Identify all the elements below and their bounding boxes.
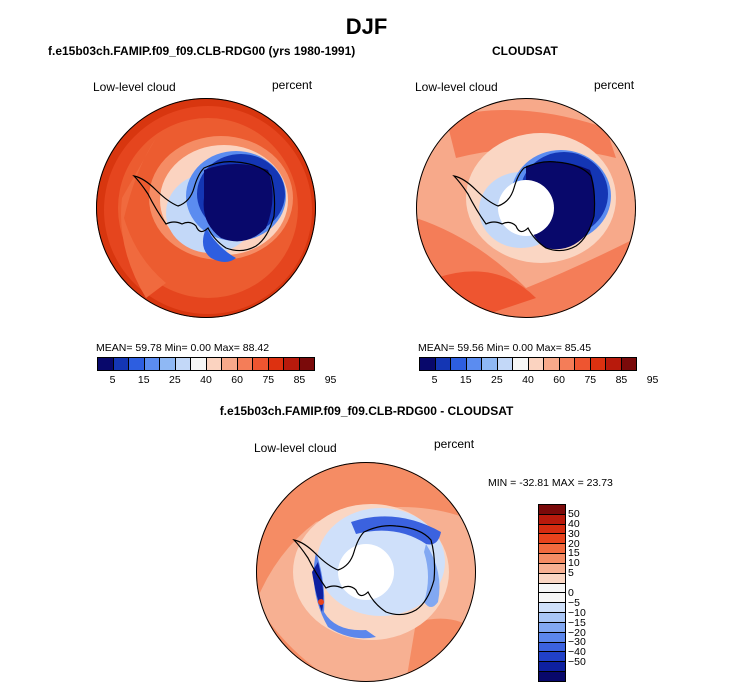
colorbar-tick-label: 25 bbox=[169, 374, 181, 386]
colorbar-model-ticks: 5 15 25 40 60 75 85 95 bbox=[97, 374, 337, 388]
panel-cloudsat-right-label: percent bbox=[594, 78, 635, 92]
colorbar-tick-label: 5 bbox=[109, 374, 116, 386]
colorbar-swatch bbox=[590, 358, 606, 370]
colorbar-swatch bbox=[482, 358, 498, 370]
colorbar-swatch bbox=[621, 358, 636, 370]
colorbar-swatch bbox=[237, 358, 253, 370]
colorbar-swatch bbox=[284, 358, 300, 370]
colorbar-tick-label: 40 bbox=[568, 517, 580, 530]
colorbar-swatch bbox=[539, 672, 565, 681]
colorbar-tick-label: 10 bbox=[568, 557, 580, 570]
colorbar-swatch bbox=[559, 358, 575, 370]
colorbar-swatch bbox=[539, 632, 565, 643]
colorbar-cloudsat bbox=[419, 357, 637, 371]
colorbar-swatch bbox=[544, 358, 560, 370]
colorbar-difference-ticks: 50 40 30 20 15 10 5 0 −5 −10 −15 −20 −30 −40 −50 bbox=[568, 504, 608, 682]
panel-cloudsat-title: CLOUDSAT bbox=[492, 44, 558, 58]
colorbar-tick-label: 5 bbox=[431, 374, 438, 386]
colorbar-tick-label: 15 bbox=[568, 547, 580, 560]
colorbar-tick-label: −5 bbox=[568, 596, 580, 609]
colorbar-tick-label: −20 bbox=[568, 626, 586, 639]
colorbar-swatch bbox=[253, 358, 269, 370]
colorbar-swatch bbox=[144, 358, 160, 370]
colorbar-tick-label: 30 bbox=[568, 527, 580, 540]
colorbar-swatch bbox=[539, 534, 565, 545]
colorbar-swatch bbox=[539, 573, 565, 584]
colorbar-swatch bbox=[299, 358, 314, 370]
colorbar-tick-label: 60 bbox=[231, 374, 243, 386]
panel-model-left-label: Low-level cloud bbox=[93, 80, 176, 94]
colorbar-swatch bbox=[575, 358, 591, 370]
polar-map-model bbox=[96, 98, 316, 318]
colorbar-swatch bbox=[175, 358, 191, 370]
panel-diff-left-label: Low-level cloud bbox=[254, 441, 337, 455]
colorbar-swatch bbox=[539, 563, 565, 574]
colorbar-tick-label: 5 bbox=[568, 567, 574, 580]
polar-map-difference bbox=[256, 462, 476, 682]
colorbar-swatch bbox=[268, 358, 284, 370]
colorbar-tick-label: −50 bbox=[568, 656, 586, 669]
colorbar-cloudsat-ticks: 5 15 25 40 60 75 85 95 bbox=[419, 374, 659, 388]
colorbar-tick-label: 95 bbox=[646, 374, 659, 386]
colorbar-model bbox=[97, 357, 315, 371]
colorbar-swatch bbox=[528, 358, 544, 370]
colorbar-tick-label: 95 bbox=[324, 374, 337, 386]
colorbar-tick-label: −30 bbox=[568, 636, 586, 649]
colorbar-tick-label: 75 bbox=[584, 374, 597, 386]
colorbar-tick-label: 75 bbox=[262, 374, 275, 386]
colorbar-swatch bbox=[513, 358, 529, 370]
panel-diff-right-label: percent bbox=[434, 437, 475, 451]
colorbar-swatch bbox=[497, 358, 513, 370]
colorbar-swatch bbox=[466, 358, 482, 370]
colorbar-swatch bbox=[539, 593, 565, 604]
colorbar-swatch bbox=[160, 358, 176, 370]
colorbar-swatch bbox=[539, 554, 565, 564]
panel-model-stats: MEAN= 59.78 Min= 0.00 Max= 88.42 bbox=[96, 342, 270, 354]
colorbar-tick-label: 15 bbox=[137, 374, 150, 386]
colorbar-swatch bbox=[539, 603, 565, 614]
colorbar-swatch bbox=[539, 544, 565, 555]
colorbar-tick-label: −15 bbox=[568, 616, 586, 629]
colorbar-tick-label: 85 bbox=[615, 374, 628, 386]
colorbar-swatch bbox=[129, 358, 145, 370]
colorbar-swatch bbox=[98, 358, 114, 370]
panel-cloudsat-left-label: Low-level cloud bbox=[415, 80, 498, 94]
colorbar-tick-label: 20 bbox=[568, 537, 580, 550]
colorbar-tick-label: 15 bbox=[459, 374, 472, 386]
panel-model-right-label: percent bbox=[272, 78, 313, 92]
colorbar-swatch bbox=[539, 505, 565, 515]
colorbar-swatch bbox=[222, 358, 238, 370]
colorbar-tick-label: 60 bbox=[553, 374, 565, 386]
colorbar-tick-label: 85 bbox=[293, 374, 306, 386]
colorbar-difference bbox=[538, 504, 566, 682]
colorbar-swatch bbox=[435, 358, 451, 370]
colorbar-swatch bbox=[451, 358, 467, 370]
page-title: DJF bbox=[345, 14, 388, 39]
colorbar-swatch bbox=[539, 662, 565, 673]
colorbar-swatch bbox=[539, 622, 565, 633]
colorbar-swatch bbox=[539, 524, 565, 535]
colorbar-swatch bbox=[206, 358, 222, 370]
colorbar-swatch bbox=[113, 358, 129, 370]
colorbar-swatch bbox=[539, 652, 565, 663]
colorbar-tick-label: 50 bbox=[568, 507, 580, 520]
polar-map-cloudsat bbox=[416, 98, 636, 318]
colorbar-tick-label: −40 bbox=[568, 646, 586, 659]
colorbar-swatch bbox=[420, 358, 436, 370]
colorbar-swatch bbox=[539, 514, 565, 525]
colorbar-tick-label: 40 bbox=[200, 374, 212, 386]
panel-diff-stats: MIN = -32.81 MAX = 23.73 bbox=[488, 477, 613, 489]
colorbar-swatch bbox=[539, 642, 565, 653]
panel-diff-title: f.e15b03ch.FAMIP.f09_f09.CLB-RDG00 - CLO… bbox=[219, 404, 514, 418]
panel-model-title: f.e15b03ch.FAMIP.f09_f09.CLB-RDG00 (yrs … bbox=[48, 44, 356, 58]
colorbar-swatch bbox=[539, 583, 565, 594]
panel-cloudsat-stats: MEAN= 59.56 Min= 0.00 Max= 85.45 bbox=[418, 342, 592, 354]
colorbar-tick-label: 0 bbox=[568, 587, 574, 599]
colorbar-tick-label: 40 bbox=[522, 374, 534, 386]
colorbar-swatch bbox=[606, 358, 622, 370]
colorbar-swatch bbox=[539, 613, 565, 623]
colorbar-swatch bbox=[191, 358, 207, 370]
colorbar-tick-label: 25 bbox=[491, 374, 503, 386]
colorbar-tick-label: −10 bbox=[568, 606, 586, 619]
